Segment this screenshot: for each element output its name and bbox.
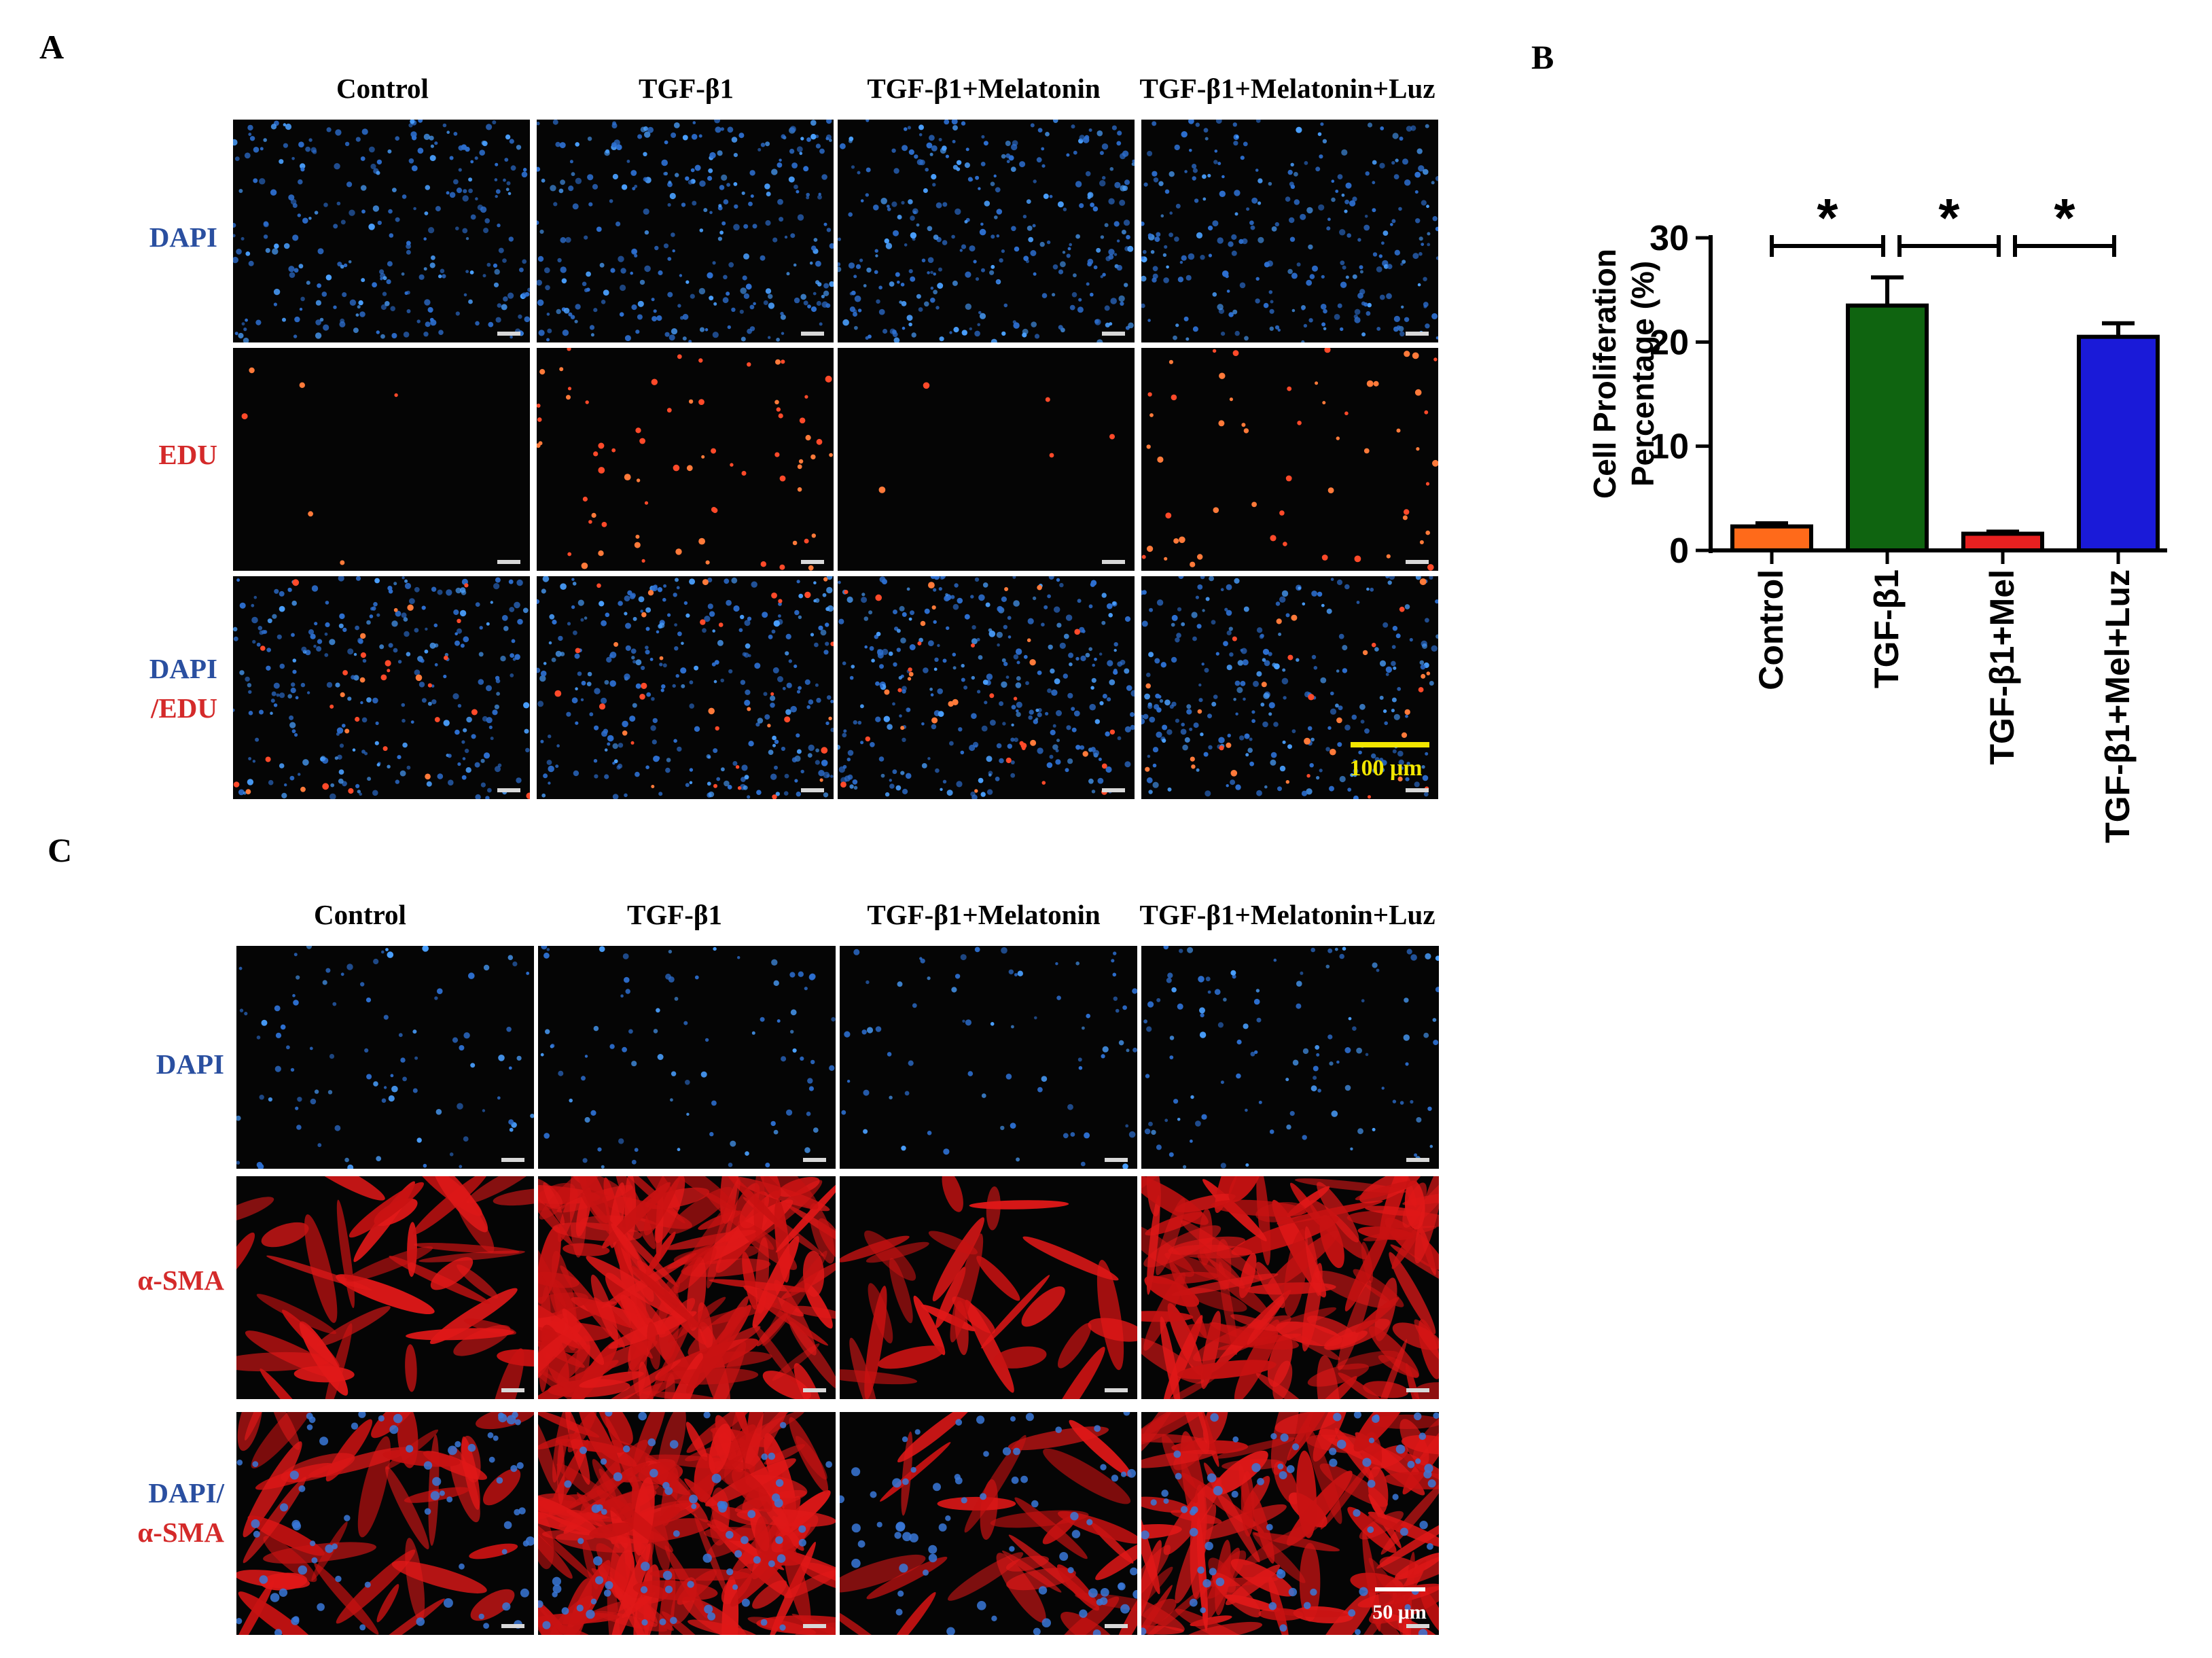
tile-scale-mark [1105,1158,1128,1162]
panel-a-row-merge: DAPI /EDU [82,649,217,728]
panel-a-col-control: Control [336,73,429,104]
panel-a-row-edu: EDU [82,435,217,474]
panel-c-tile-sma-2 [840,1176,1137,1399]
panel-c-col-tgf: TGF-β1 [626,899,723,930]
tile-scale-mark [1406,332,1429,336]
panel-c-tile-dapi-3 [1141,946,1439,1169]
panel-a-tile-dapi-1 [537,120,834,342]
panel-c-col-control: Control [314,899,406,930]
panel-c-scale-label: 50 μm [1372,1601,1427,1623]
significance-star: * [2054,188,2075,248]
panel-a-col-tgf: TGF-β1 [638,73,734,104]
panel-c-tile-smaMerge-3 [1141,1412,1439,1635]
panel-a-tile-dapi-0 [233,120,530,342]
panel-a-tile-merge-0 [233,576,530,799]
y-tick-label: 0 [1669,531,1689,571]
panel-a-tile-edu-1 [537,348,834,571]
panel-c-row-asma: α-SMA [82,1260,224,1300]
y-axis-title-line: Percentage (%) [1625,261,1660,487]
panel-a-letter: A [39,28,65,66]
panel-c-tile-dapi-2 [840,946,1137,1169]
tile-scale-mark [1105,1388,1128,1392]
tile-scale-mark [501,1624,524,1628]
bar [1730,524,1813,553]
panel-c-row-dapi: DAPI [82,1044,224,1084]
tile-scale-mark [1102,560,1125,564]
tile-scale-mark [1406,1158,1429,1162]
tile-scale-mark [801,332,824,336]
panel-c-tile-sma-0 [236,1176,534,1399]
tile-scale-mark [497,788,520,792]
row-label-part: / [151,692,159,724]
panel-a-tile-dapi-2 [838,120,1135,342]
tile-scale-mark [1406,1388,1429,1392]
panel-c-col-tgf-mel: TGF-β1+Melatonin [867,899,1101,930]
y-tick-label: 20 [1649,323,1689,362]
tile-scale-mark [1102,332,1125,336]
x-tick-label: Control [1752,569,1790,690]
tile-scale-mark [1102,788,1125,792]
tile-scale-mark [1406,560,1429,564]
row-label-part: α-SMA [137,1517,224,1548]
significance-star: * [1817,188,1838,248]
tile-scale-mark [801,560,824,564]
panel-a-tile-merge-2 [838,576,1135,799]
panel-a-tile-merge-3 [1141,576,1438,799]
tile-scale-mark [803,1388,826,1392]
tile-scale-mark [801,788,824,792]
tile-scale-mark [501,1158,524,1162]
panel-c-tile-sma-3 [1141,1176,1439,1399]
significance-star: * [1938,188,1960,248]
y-axis-title-line: Cell Proliferation [1587,249,1622,499]
panel-c-tile-dapi-0 [236,946,534,1169]
y-tick-label: 30 [1649,219,1689,258]
bar [2077,334,2160,553]
panel-c-col-tgf-mel-luz: TGF-β1+Melatonin+Luz [1139,899,1435,930]
row-label-part: EDU [158,439,217,470]
panel-c-row-merge: DAPI/ α-SMA [82,1473,224,1552]
x-tick-label: TGF-β1 [1868,569,1906,688]
panel-a-col-tgf-mel-luz: TGF-β1+Melatonin+Luz [1139,73,1435,104]
panel-a-tile-merge-1 [537,576,834,799]
panel-a-tile-edu-0 [233,348,530,571]
tile-scale-mark [1105,1624,1128,1628]
panel-c-tile-smaMerge-2 [840,1412,1137,1635]
panel-c-tile-dapi-1 [538,946,836,1169]
x-tick-label: TGF-β1+Mel+Luz [2099,569,2137,843]
row-label-part: DAPI/ [148,1477,224,1509]
panel-c-tile-sma-1 [538,1176,836,1399]
panel-a-tile-dapi-3 [1141,120,1438,342]
panel-a-tile-edu-3 [1141,348,1438,571]
tile-scale-mark [497,332,520,336]
panel-a-col-tgf-mel: TGF-β1+Melatonin [867,73,1101,104]
panel-c-tile-smaMerge-0 [236,1412,534,1635]
bar [1846,303,1929,553]
tile-scale-mark [803,1158,826,1162]
x-tick-label: TGF-β1+Mel [1983,569,2021,765]
panel-b-letter: B [1531,38,1554,76]
tile-scale-mark [501,1388,524,1392]
tile-scale-mark [1406,788,1429,792]
panel-a-scale-label: 100 μm [1349,756,1423,781]
y-axis-title: Cell ProliferationPercentage (%) [1587,249,1660,499]
y-tick-label: 10 [1649,427,1689,467]
tile-scale-mark [1406,1624,1429,1628]
panel-c-scale-bar [1375,1587,1425,1591]
panel-a-tile-edu-2 [838,348,1135,571]
tile-scale-mark [803,1624,826,1628]
bar [1961,531,2044,553]
row-label-part: DAPI [149,653,217,684]
panel-c-letter: C [48,831,73,869]
row-label-part: EDU [158,692,217,724]
row-label-part: α-SMA [137,1265,224,1296]
row-label-part: DAPI [149,222,217,253]
panel-c-tile-smaMerge-1 [538,1412,836,1635]
row-label-part: DAPI [156,1048,224,1080]
panel-a-scale-bar [1351,742,1429,747]
tile-scale-mark [497,560,520,564]
panel-a-row-dapi: DAPI [82,217,217,257]
